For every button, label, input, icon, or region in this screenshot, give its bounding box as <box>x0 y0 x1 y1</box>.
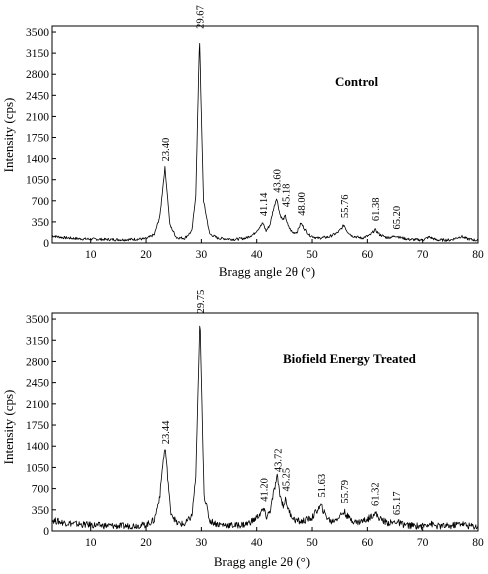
y-tick-label: 2800 <box>26 356 49 368</box>
peak-label: 29.67 <box>196 5 207 29</box>
x-tick-label: 30 <box>196 537 208 549</box>
y-tick-label: 3150 <box>26 335 49 347</box>
y-tick-label: 2800 <box>26 69 49 81</box>
plot-frame <box>51 25 479 244</box>
x-tick-label: 20 <box>140 537 152 549</box>
x-tick-label: 40 <box>251 249 263 261</box>
y-tick-label: 2100 <box>26 111 49 123</box>
y-tick-label: 0 <box>43 526 49 538</box>
x-tick-label: 70 <box>417 537 429 549</box>
y-tick-label: 2450 <box>26 90 49 102</box>
x-tick-label: 40 <box>251 537 263 549</box>
x-tick-label: 60 <box>362 249 374 261</box>
peak-label: 41.14 <box>259 192 270 216</box>
peak-label: 48.00 <box>297 192 308 216</box>
peak-label: 65.17 <box>392 491 403 515</box>
control-panel: Control Bragg angle 2θ (°) Intensity (cp… <box>1 5 484 279</box>
y-tick-label: 700 <box>32 484 50 496</box>
peak-label: 41.20 <box>259 478 270 502</box>
x-tick-label: 50 <box>306 537 318 549</box>
y-tick-label: 350 <box>32 217 50 229</box>
treated-panel: Biofield Energy Treated Bragg angle 2θ (… <box>1 290 484 569</box>
plot-frame <box>51 312 479 532</box>
x-tick-label: 70 <box>417 249 429 261</box>
y-tick-label: 3500 <box>26 27 49 39</box>
y-tick-label: 2450 <box>26 378 49 390</box>
peak-label: 43.72 <box>273 448 284 472</box>
panel-title-treated: Biofield Energy Treated <box>283 351 417 366</box>
diffraction-trace <box>51 43 479 242</box>
y-tick-label: 1750 <box>26 133 49 145</box>
peak-label: 23.40 <box>161 138 172 162</box>
x-tick-label: 50 <box>306 249 318 261</box>
peak-label: 55.79 <box>340 480 351 504</box>
y-tick-label: 350 <box>32 505 50 517</box>
y-tick-label: 2100 <box>26 399 49 411</box>
x-tick-label: 10 <box>85 249 97 261</box>
peak-label: 51.63 <box>317 474 328 498</box>
x-tick-label: 80 <box>472 249 484 261</box>
peak-label: 45.25 <box>282 468 293 492</box>
y-tick-label: 0 <box>43 238 49 250</box>
peak-label: 61.32 <box>371 482 382 506</box>
x-tick-label: 10 <box>85 537 97 549</box>
peak-label: 23.44 <box>161 420 172 444</box>
y-tick-label: 1750 <box>26 420 49 432</box>
y-axis-title-control: Intensity (cps) <box>1 98 16 173</box>
y-tick-label: 1400 <box>26 441 49 453</box>
peak-label: 61.38 <box>371 197 382 221</box>
panel-title-control: Control <box>335 74 378 89</box>
x-tick-label: 80 <box>472 537 484 549</box>
peak-label: 45.18 <box>281 184 292 208</box>
y-tick-label: 1400 <box>26 154 49 166</box>
peak-label: 65.20 <box>392 206 403 230</box>
x-axis-title-treated: Bragg angle 2θ (°) <box>214 554 310 569</box>
y-tick-label: 3150 <box>26 48 49 60</box>
y-tick-label: 1050 <box>26 462 49 474</box>
y-tick-label: 3500 <box>26 314 49 326</box>
peak-label: 55.76 <box>340 194 351 218</box>
y-axis-title-treated: Intensity (cps) <box>1 390 16 465</box>
diffraction-trace <box>51 325 479 530</box>
peak-label: 29.75 <box>196 290 207 314</box>
x-tick-label: 20 <box>140 249 152 261</box>
y-tick-label: 1050 <box>26 175 49 187</box>
peak-label: 43.60 <box>273 169 284 193</box>
y-tick-label: 700 <box>32 196 50 208</box>
x-axis-title-control: Bragg angle 2θ (°) <box>219 264 315 279</box>
x-tick-label: 60 <box>362 537 374 549</box>
x-tick-label: 30 <box>196 249 208 261</box>
